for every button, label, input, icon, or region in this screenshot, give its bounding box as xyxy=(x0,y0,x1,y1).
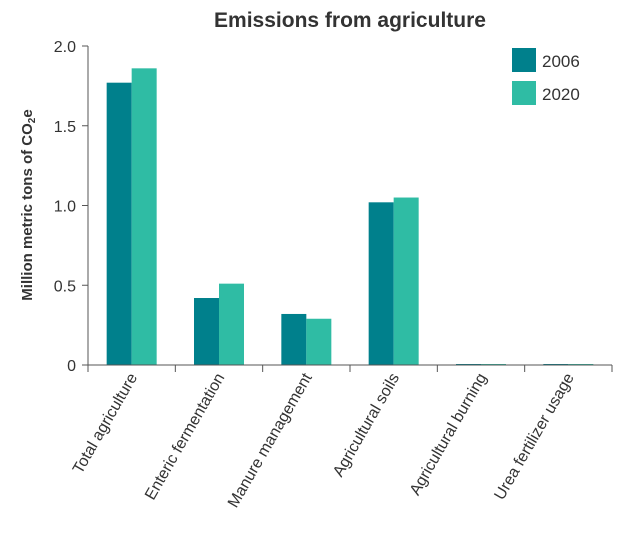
x-axis-ticks xyxy=(87,365,613,372)
legend-label: 2006 xyxy=(542,52,580,71)
x-category-label: Agricultural soils xyxy=(330,371,403,480)
y-axis-label-tail: e xyxy=(19,109,36,117)
x-category-label: Agricultural burning xyxy=(407,371,491,499)
x-category-label: Manure management xyxy=(225,370,316,511)
y-tick-label: 1.0 xyxy=(54,199,76,216)
x-axis-labels: Total agriculture Enteric fermentationMan… xyxy=(70,370,578,511)
bar-2020 xyxy=(131,68,157,365)
x-category-label: Total agriculture xyxy=(70,370,141,476)
y-axis-label-main: Million metric tons of CO xyxy=(19,123,36,301)
bar-2006 xyxy=(106,82,132,365)
chart-title: Emissions from agriculture xyxy=(214,9,486,32)
y-tick-label: 2.0 xyxy=(54,39,76,56)
bar-2006 xyxy=(368,202,394,365)
y-axis-label: Million metric tons of CO2e xyxy=(19,109,38,300)
legend-swatch-2006 xyxy=(512,48,536,72)
y-tick-label: 1.5 xyxy=(54,119,76,136)
x-category-label: Urea fertilizer usage xyxy=(491,370,577,503)
bar-2020 xyxy=(306,318,332,365)
bar-2020 xyxy=(219,283,244,365)
bar-2006 xyxy=(281,313,307,365)
bar-series xyxy=(106,68,594,365)
x-category-label: Enteric fermentation xyxy=(142,371,228,504)
bar-2006 xyxy=(194,298,219,365)
y-axis-ticks: 0 0.5 1.0 1.5 2.0 xyxy=(54,39,88,375)
y-tick-label: 0.5 xyxy=(54,278,76,295)
y-axis-label-subscript: 2 xyxy=(27,117,38,123)
legend-label: 2020 xyxy=(542,85,580,104)
y-tick-label: 0 xyxy=(67,358,76,375)
legend-swatch-2020 xyxy=(512,81,536,105)
bar-2020 xyxy=(393,197,419,365)
legend: 2006 2020 xyxy=(512,48,580,105)
